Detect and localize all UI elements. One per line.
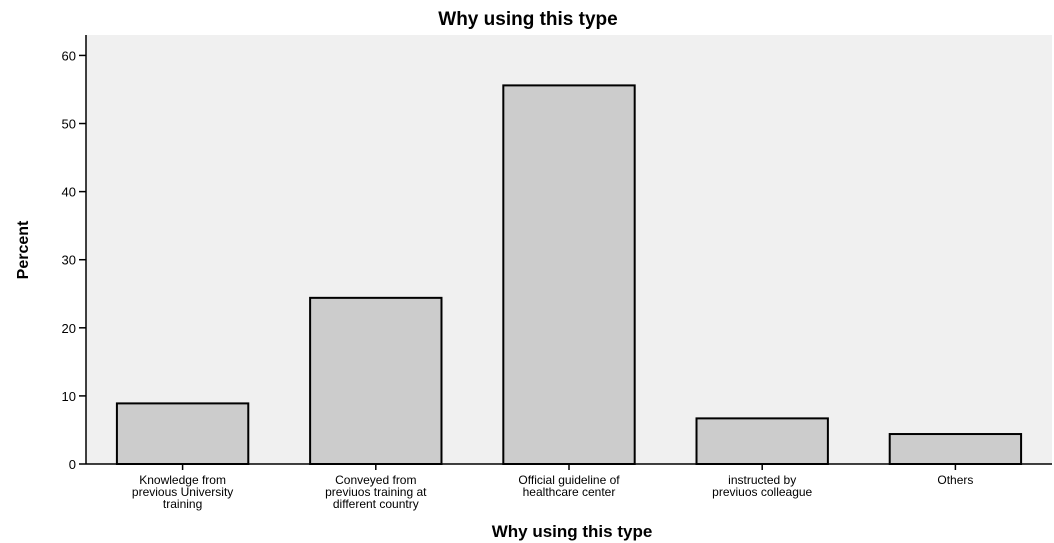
x-tick-label: Conveyed from previuos training at differe… xyxy=(325,473,427,511)
x-tick-label: Official guideline of healthcare center xyxy=(518,473,620,499)
y-tick-label: 20 xyxy=(62,321,76,336)
bar xyxy=(695,417,829,465)
y-tick-label: 50 xyxy=(62,117,76,132)
chart-title: Why using this type xyxy=(438,9,617,30)
y-tick-label: 40 xyxy=(62,185,76,200)
bar xyxy=(115,402,250,465)
x-tick-label: Knowledge from previous University trainin… xyxy=(132,473,233,511)
x-axis: Knowledge from previous University trainin… xyxy=(86,463,1052,511)
bar xyxy=(502,84,636,465)
x-tick-label: Others xyxy=(937,473,973,487)
bar xyxy=(888,433,1023,465)
x-axis-title: Why using this type xyxy=(492,522,653,541)
bars xyxy=(115,84,1023,465)
y-axis: 0 10 20 30 40 50 60 xyxy=(62,35,87,472)
x-tick-label: instructed by previuos colleague xyxy=(712,473,812,499)
y-tick-label: 60 xyxy=(62,48,76,63)
y-axis-title: Percent xyxy=(15,220,32,279)
y-tick-label: 10 xyxy=(62,389,76,404)
bar xyxy=(309,296,443,465)
y-tick-label: 0 xyxy=(69,457,76,472)
y-tick-label: 30 xyxy=(62,253,76,268)
